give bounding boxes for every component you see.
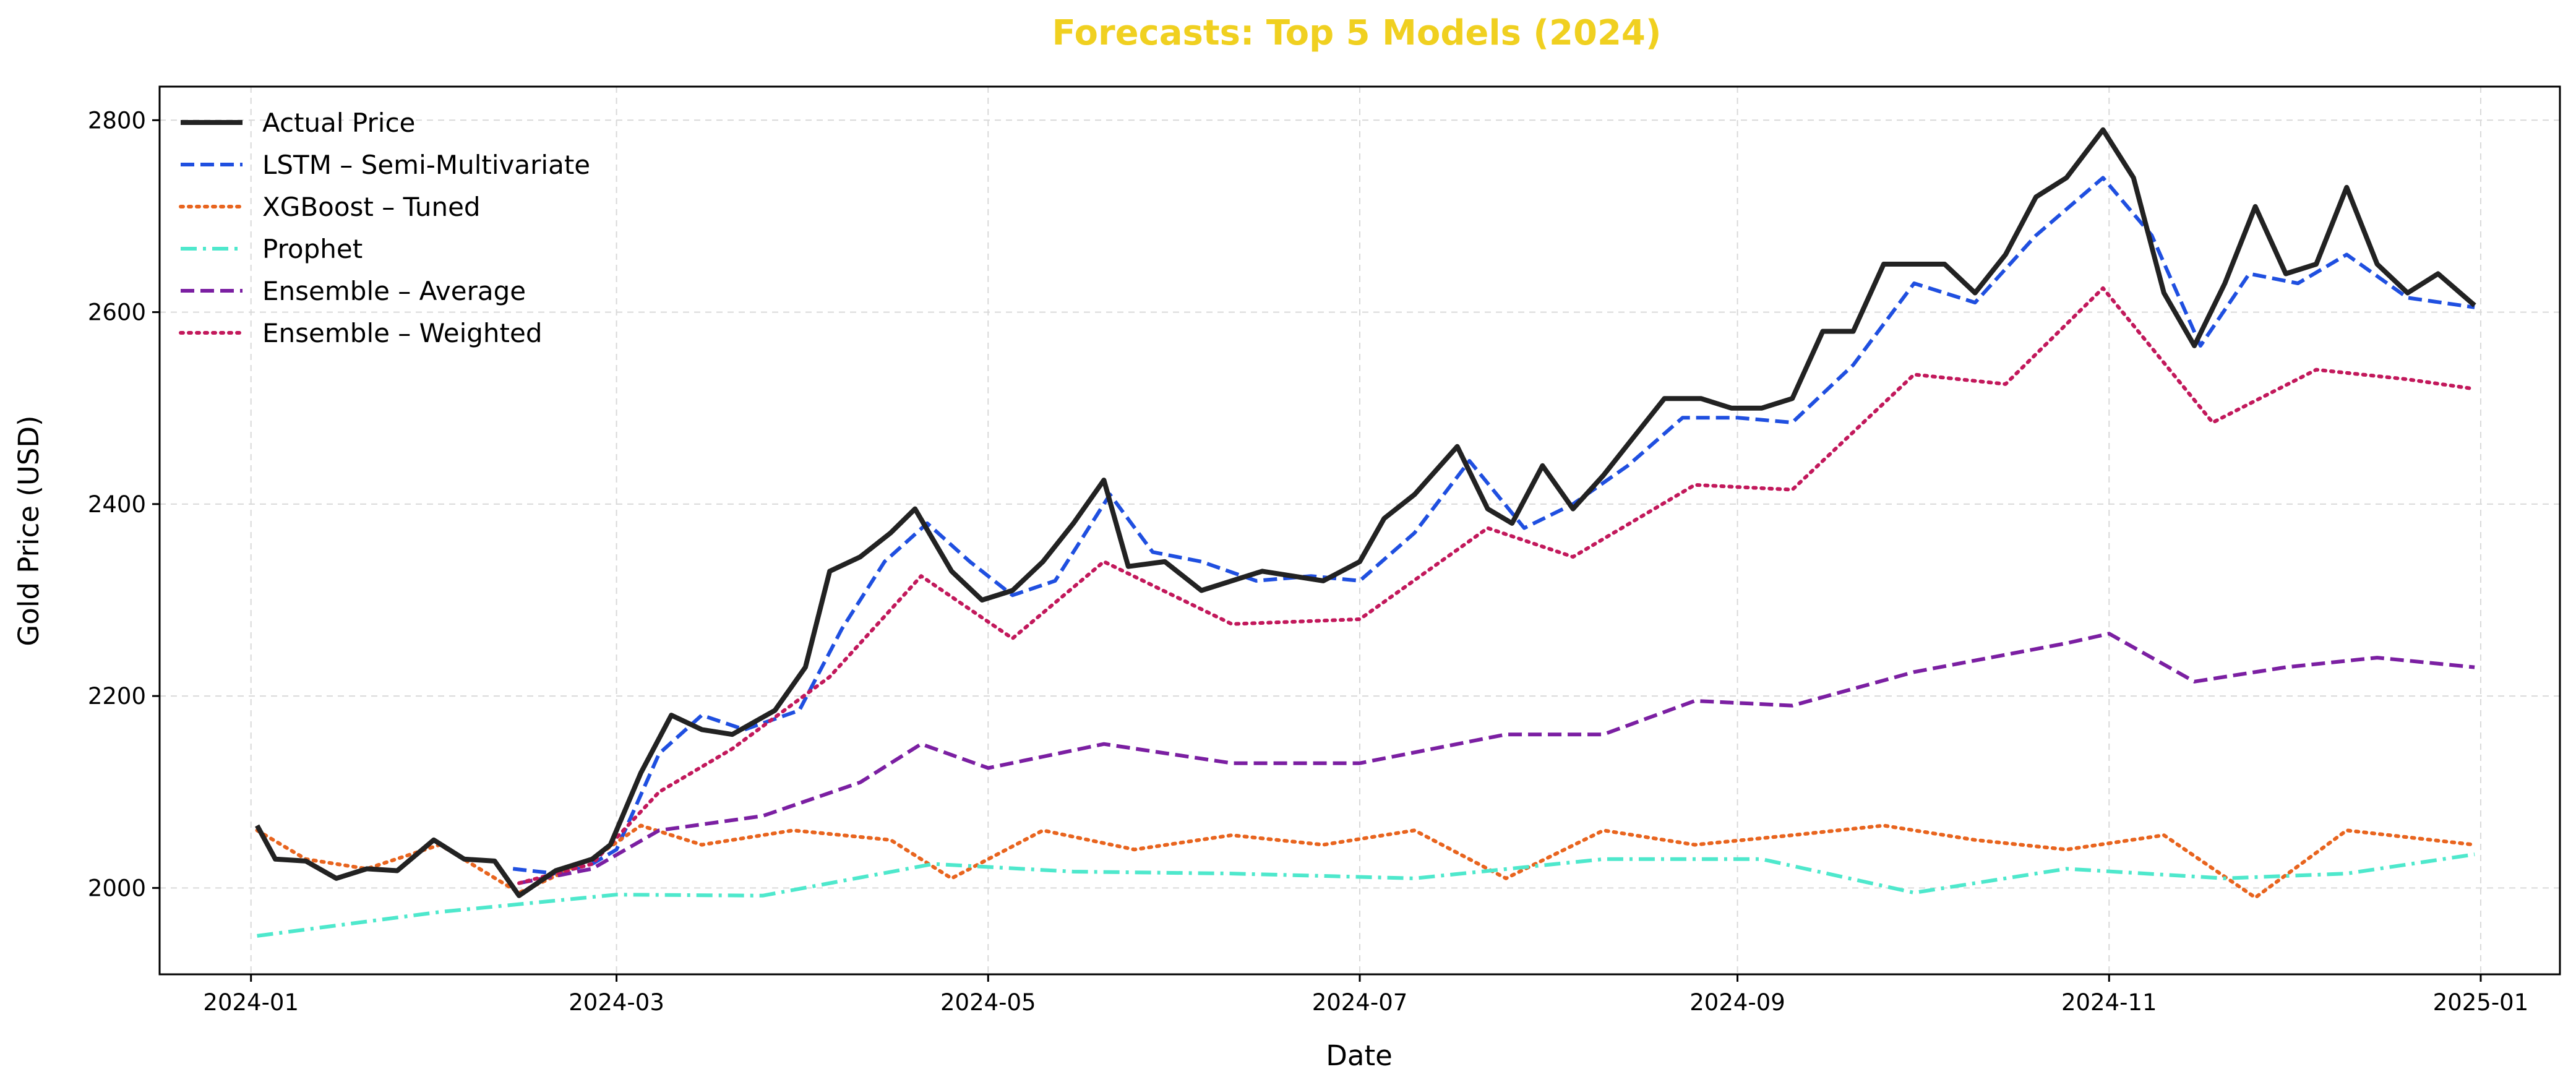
y-tick-label: 2200 bbox=[88, 683, 146, 710]
legend-label: Actual Price bbox=[262, 108, 415, 138]
y-tick-label: 2000 bbox=[88, 875, 146, 901]
series-line-4 bbox=[518, 632, 2475, 885]
y-tick-label: 2600 bbox=[88, 299, 146, 326]
x-axis-label: Date bbox=[1326, 1039, 1393, 1072]
x-tick-label: 2024-01 bbox=[203, 989, 299, 1016]
legend-label: Ensemble – Average bbox=[262, 276, 526, 306]
legend-label: Prophet bbox=[262, 234, 363, 264]
series-line-0 bbox=[255, 127, 2476, 898]
y-tick-label: 2800 bbox=[88, 107, 146, 134]
series-lines bbox=[255, 127, 2477, 938]
series-line-3 bbox=[257, 852, 2475, 938]
series-line-5 bbox=[517, 286, 2477, 885]
x-tick-label: 2024-11 bbox=[2061, 989, 2157, 1016]
legend-label: XGBoost – Tuned bbox=[262, 192, 481, 222]
x-tick-label: 2024-09 bbox=[1689, 989, 1785, 1016]
series-line-1 bbox=[512, 176, 2475, 876]
y-axis: 2000 2200 2400 2600 2800 bbox=[88, 107, 160, 901]
x-tick-label: 2024-07 bbox=[1312, 989, 1408, 1016]
y-tick-label: 2400 bbox=[88, 491, 146, 518]
x-tick-label: 2025-01 bbox=[2433, 989, 2529, 1016]
x-tick-label: 2024-03 bbox=[569, 989, 664, 1016]
legend: Actual Price LSTM – Semi-Multivariate XGBo… bbox=[179, 108, 590, 348]
x-tick-label: 2024-05 bbox=[940, 989, 1036, 1016]
grid-lines bbox=[160, 87, 2560, 974]
chart-title: Forecasts: Top 5 Models (2024) bbox=[1052, 13, 1662, 53]
plot-frame bbox=[158, 85, 2561, 976]
x-axis: 2024-01 2024-03 2024-05 2024-07 2024-09 2024-… bbox=[203, 974, 2528, 1016]
y-axis-label: Gold Price (USD) bbox=[12, 415, 45, 646]
legend-label: Ensemble – Weighted bbox=[262, 318, 542, 348]
legend-label: LSTM – Semi-Multivariate bbox=[262, 150, 590, 180]
